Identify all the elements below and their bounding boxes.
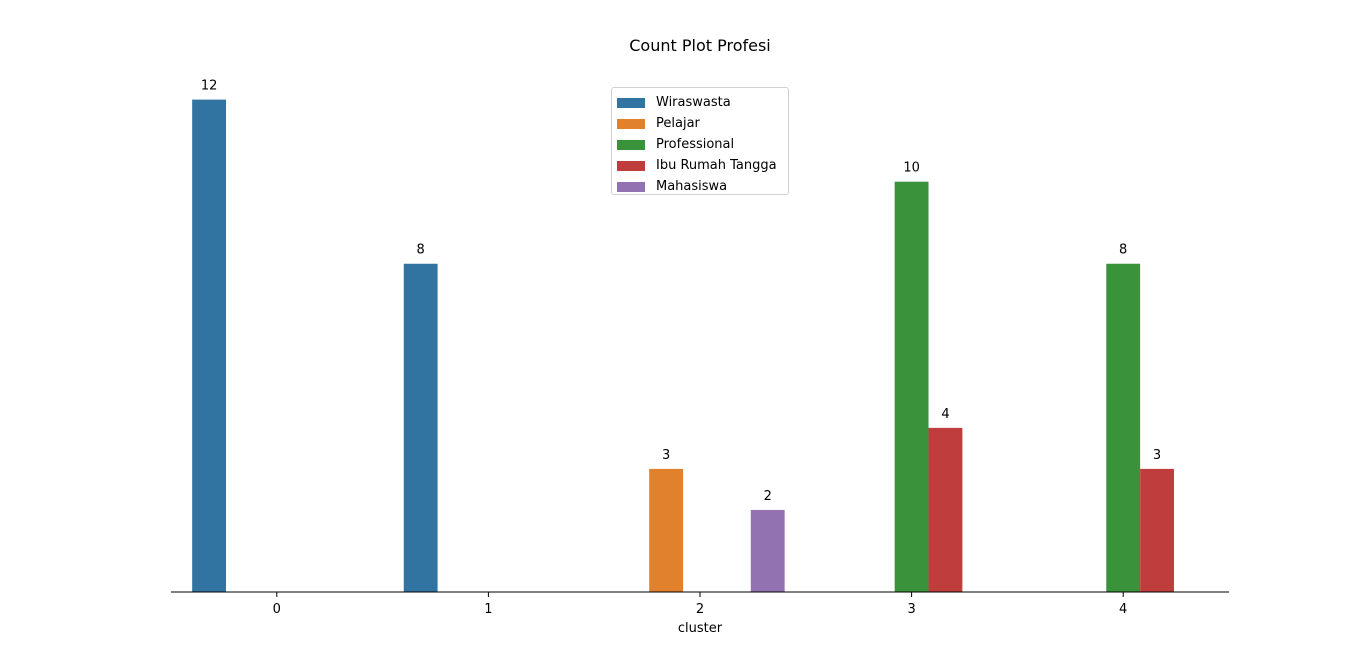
legend-item: Mahasiswa (617, 176, 788, 197)
x-tick-label: 0 (273, 602, 281, 617)
bars-layer (192, 99, 1174, 592)
bar-value-label: 3 (662, 448, 670, 463)
bar (1106, 263, 1141, 592)
bar (649, 468, 684, 592)
bar (403, 263, 438, 592)
x-axis-label: cluster (678, 621, 723, 636)
legend-swatch (617, 160, 645, 171)
x-tick-label: 2 (696, 602, 704, 617)
legend-item: Professional (617, 134, 788, 155)
legend-item: Wiraswasta (617, 92, 788, 113)
bar (894, 181, 929, 592)
bar-value-label: 4 (941, 407, 949, 422)
legend-swatch (617, 97, 645, 108)
legend-swatch (617, 139, 645, 150)
bar (192, 99, 227, 592)
x-tick-label: 3 (907, 602, 915, 617)
bar-value-label: 3 (1153, 448, 1161, 463)
legend: Wiraswasta Pelajar Professional Ibu Rumah T… (611, 87, 789, 195)
bar-value-label: 12 (201, 79, 218, 94)
legend-swatch (617, 181, 645, 192)
legend-label: Pelajar (656, 116, 700, 131)
legend-swatch (617, 118, 645, 129)
bar-value-label: 2 (764, 489, 772, 504)
x-tick-label: 1 (484, 602, 492, 617)
bar (928, 427, 963, 592)
chart-title: Count Plot Profesi (629, 36, 770, 55)
legend-label: Professional (656, 137, 735, 152)
x-ticks-layer: 0 1 2 3 4 (273, 592, 1127, 617)
legend-label: Mahasiswa (656, 179, 728, 194)
bar (1140, 468, 1174, 592)
legend-label: Wiraswasta (656, 95, 731, 110)
x-tick-label: 4 (1119, 602, 1127, 617)
bar-labels-layer: 12 8 3 2 10 4 8 3 (201, 79, 1161, 504)
legend-item: Pelajar (617, 113, 788, 134)
legend-label: Ibu Rumah Tangga (656, 158, 777, 173)
bar (750, 509, 785, 592)
bar-value-label: 8 (1119, 243, 1127, 258)
legend-item: Ibu Rumah Tangga (617, 155, 788, 176)
bar-value-label: 8 (417, 243, 425, 258)
bar-value-label: 10 (903, 161, 920, 176)
